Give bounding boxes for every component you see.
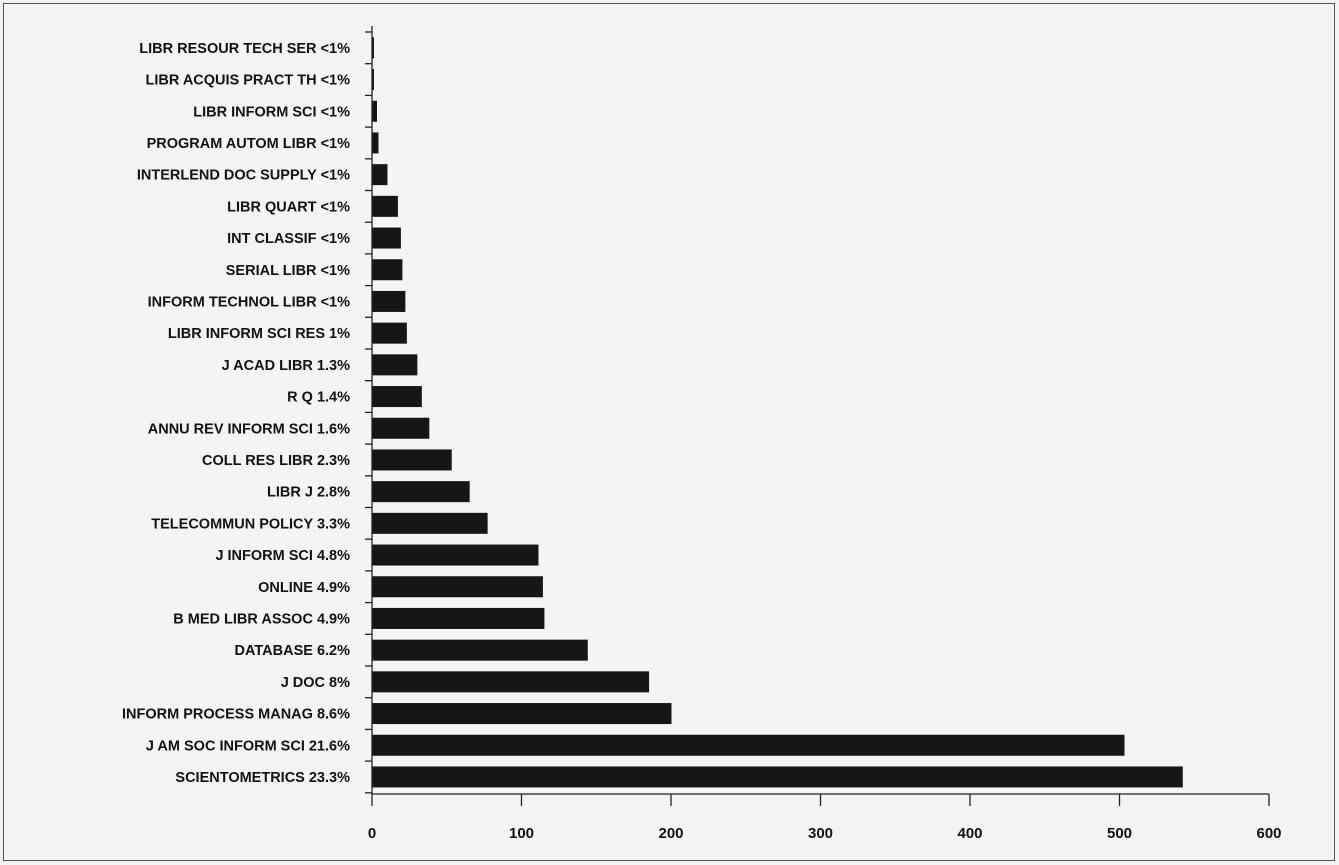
x-tick-label: 400	[957, 825, 982, 842]
x-tick-label: 500	[1107, 825, 1132, 842]
bar	[372, 195, 398, 217]
x-tick-label: 200	[658, 825, 683, 842]
bar	[372, 132, 379, 154]
category-label: J AM SOC INFORM SCI 21.6%	[146, 738, 350, 754]
bar	[372, 100, 377, 122]
bar	[372, 734, 1125, 756]
category-label: B MED LIBR ASSOC 4.9%	[173, 611, 350, 627]
bar	[372, 290, 406, 312]
category-label: R Q 1.4%	[287, 390, 350, 406]
category-label: INFORM PROCESS MANAG 8.6%	[122, 707, 350, 723]
bar	[372, 639, 588, 661]
bar	[372, 449, 452, 471]
bar	[372, 164, 388, 186]
category-label: LIBR INFORM SCI RES 1%	[168, 326, 350, 342]
category-label: COLL RES LIBR 2.3%	[202, 453, 350, 469]
category-label: DATABASE 6.2%	[235, 643, 351, 659]
bar	[372, 703, 672, 725]
category-label: J ACAD LIBR 1.3%	[222, 358, 350, 374]
category-label: J INFORM SCI 4.8%	[215, 548, 350, 564]
bar	[372, 227, 401, 249]
category-label: INTERLEND DOC SUPPLY <1%	[137, 168, 350, 184]
bar-chart: 0 100 200 300 400 500 600 LIBR RESOUR TECH SER …	[122, 26, 1282, 842]
category-label: LIBR QUART <1%	[227, 199, 350, 215]
bar	[372, 259, 403, 281]
bar	[372, 607, 545, 629]
chart-frame: 0 100 200 300 400 500 600 LIBR RESOUR TECH SER …	[3, 3, 1335, 861]
category-label: LIBR RESOUR TECH SER <1%	[139, 41, 350, 57]
category-label: TELECOMMUN POLICY 3.3%	[151, 516, 350, 532]
category-label: INT CLASSIF <1%	[227, 231, 350, 247]
bars-layer	[372, 37, 1183, 788]
bar	[372, 354, 418, 376]
category-label: LIBR INFORM SCI <1%	[193, 104, 350, 120]
bar	[372, 671, 650, 693]
bar	[372, 386, 422, 408]
category-label: SCIENTOMETRICS 23.3%	[175, 770, 350, 786]
category-label: LIBR J 2.8%	[267, 485, 350, 501]
labels-layer: 0 100 200 300 400 500 600 LIBR RESOUR TECH SER …	[122, 41, 1282, 842]
bar	[372, 69, 374, 91]
bar	[372, 544, 539, 566]
axis-layer	[365, 26, 1270, 806]
x-tick-label: 600	[1256, 825, 1281, 842]
category-label: J DOC 8%	[281, 675, 350, 691]
category-label: ANNU REV INFORM SCI 1.6%	[148, 421, 350, 437]
category-label: ONLINE 4.9%	[258, 580, 350, 596]
bar	[372, 417, 430, 439]
category-label: PROGRAM AUTOM LIBR <1%	[147, 136, 351, 152]
bar	[372, 576, 543, 598]
x-tick-label: 0	[368, 825, 376, 842]
bar	[372, 512, 488, 534]
category-label: INFORM TECHNOL LIBR <1%	[148, 294, 350, 310]
bar	[372, 766, 1183, 788]
x-tick-label: 100	[509, 825, 534, 842]
bar	[372, 37, 374, 59]
x-tick-label: 300	[808, 825, 833, 842]
bar	[372, 322, 407, 344]
category-label: SERIAL LIBR <1%	[226, 263, 350, 279]
category-label: LIBR ACQUIS PRACT TH <1%	[146, 73, 351, 89]
bar	[372, 481, 470, 503]
